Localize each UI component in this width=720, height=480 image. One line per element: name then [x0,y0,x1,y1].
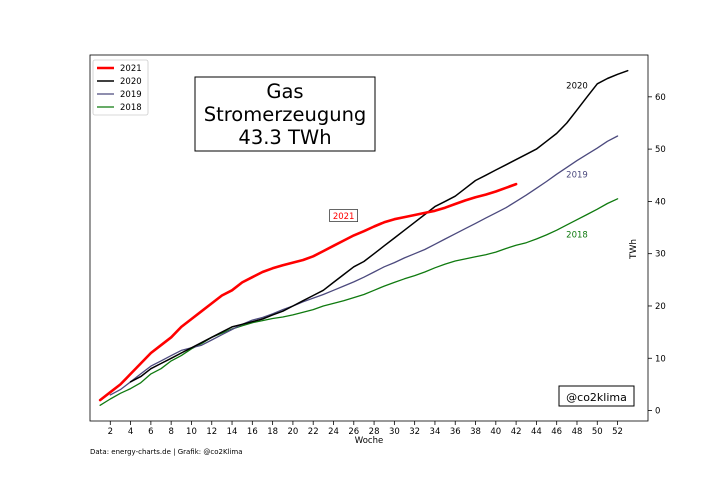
x-tick-label: 8 [168,427,173,437]
x-tick-label: 26 [348,427,359,437]
legend-label-2020: 2020 [120,77,142,87]
inline-labels: 2021 2020 2019 2018 [329,81,588,240]
watermark-box: @co2klima [558,385,635,407]
y-tick-label: 20 [655,302,666,312]
x-tick-label: 32 [409,427,420,437]
x-tick-label: 36 [450,427,461,437]
title-box: Gas Stromerzeugung 43.3 TWh [194,76,376,152]
x-tick-label: 52 [612,427,623,437]
series-label-2020: 2020 [566,81,588,91]
legend-label-2021: 2021 [120,64,142,74]
series-label-box-2021 [329,209,358,222]
x-tick-label: 38 [470,427,481,437]
x-tick-label: 16 [247,427,258,437]
watermark-text: @co2klima [566,391,627,404]
x-axis: 2 4 6 8 10 12 14 16 18 20 22 24 26 28 30 32 34 36 38 40 42 44… [108,421,623,437]
title-frame [194,76,376,152]
watermark-frame [558,385,635,407]
y-tick-label: 0 [655,407,660,417]
y-tick-label: 50 [655,145,666,155]
title-line-1: Gas [266,80,303,103]
x-tick-label: 28 [369,427,380,437]
x-tick-label: 42 [511,427,522,437]
plot-frame [89,54,649,422]
x-tick-label: 12 [206,427,217,437]
series-group [98,69,629,406]
series-label-2018: 2018 [566,230,588,240]
y-tick-label: 60 [655,93,666,103]
x-tick-label: 4 [128,427,133,437]
legend-frame [92,59,149,116]
x-tick-label: 2 [108,427,113,437]
x-tick-label: 10 [186,427,197,437]
title-line-3: 43.3 TWh [238,126,331,149]
y-tick-label: 10 [655,354,666,364]
x-tick-label: 44 [531,427,542,437]
legend: 2021 2020 2019 2018 [92,59,149,116]
series-label-2021: 2021 [333,212,355,222]
title-line-2: Stromerzeugung [204,103,367,126]
x-tick-label: 14 [227,427,238,437]
legend-label-2019: 2019 [120,90,142,100]
x-tick-label: 30 [389,427,400,437]
x-axis-label: Woche [355,436,383,446]
x-tick-label: 22 [308,427,319,437]
x-tick-label: 34 [430,427,441,437]
legend-label-2018: 2018 [120,103,142,113]
series-line-2019 [109,135,619,396]
x-tick-label: 24 [328,427,339,437]
series-label-2019: 2019 [566,170,588,180]
x-tick-label: 20 [287,427,298,437]
y-tick-label: 30 [655,250,666,260]
x-tick-label: 40 [490,427,501,437]
y-axis-label: TWh [629,239,639,260]
y-tick-label: 40 [655,197,666,207]
x-tick-label: 6 [148,427,153,437]
x-tick-label: 50 [592,427,603,437]
footer-source: Data: energy-charts.de | Grafik: @co2Kli… [90,448,243,456]
series-line-2021 [98,182,518,402]
y-axis: 0 10 20 30 40 50 60 [648,93,666,417]
series-line-2018 [99,198,619,406]
series-line-2020 [129,69,629,383]
x-tick-label: 18 [267,427,278,437]
x-tick-label: 46 [551,427,562,437]
x-tick-label: 48 [572,427,583,437]
